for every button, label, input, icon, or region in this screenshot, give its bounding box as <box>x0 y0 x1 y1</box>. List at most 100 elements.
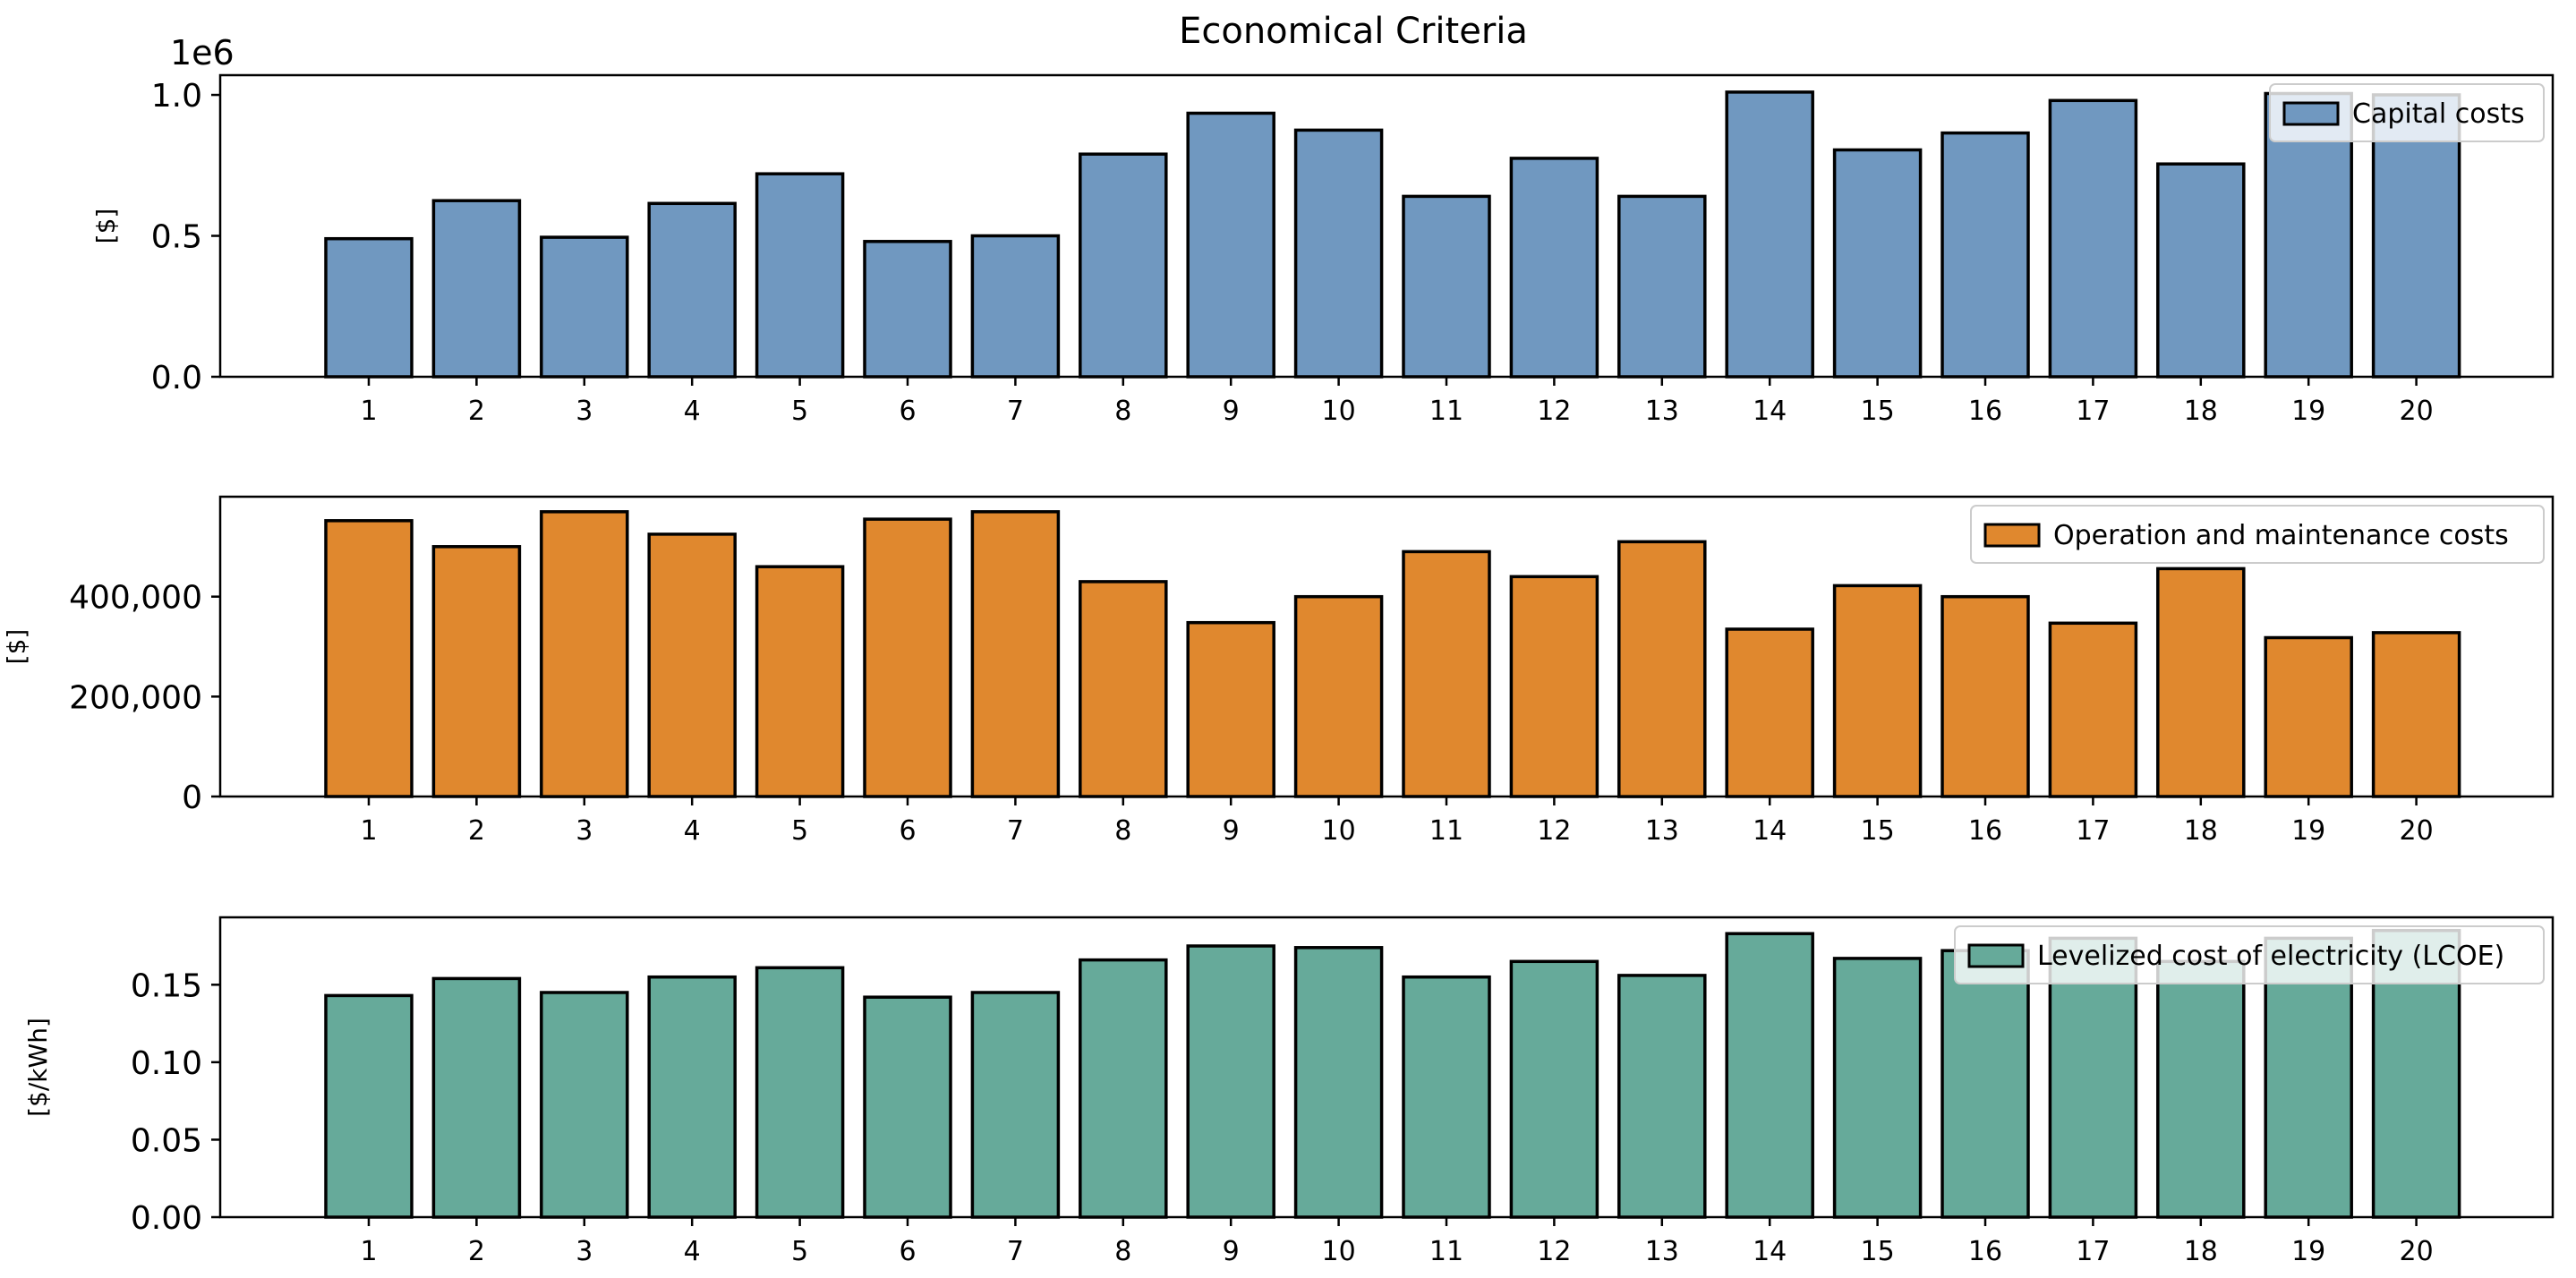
x-tick-label: 12 <box>1537 396 1571 427</box>
x-tick-label: 4 <box>684 1236 701 1267</box>
axes-frame <box>218 916 2555 1219</box>
y-tick-label: 0.00 <box>131 1200 202 1237</box>
subplots: 1 2 3 4 5 6 7 8 9 10 11 12 13 14 15 16 17 18 19 200.00.51.0… <box>2 33 2555 1267</box>
x-tick-label: 6 <box>899 396 916 427</box>
x-tick-label: 16 <box>1968 815 2002 847</box>
x-tick-label: 1 <box>360 815 377 847</box>
bar-5 <box>755 966 845 1219</box>
y-tick-label: 400,000 <box>69 580 202 617</box>
bar-7 <box>970 991 1061 1219</box>
x-tick-label: 2 <box>468 396 485 427</box>
x-tick-label: 4 <box>684 396 701 427</box>
bar-11 <box>1402 975 1491 1219</box>
subplot-3: 1 2 3 4 5 6 7 8 9 10 11 12 13 14 15 16 17 18 19 200.000.050… <box>23 916 2555 1267</box>
bar-15 <box>1832 957 1923 1219</box>
bar-5 <box>755 565 845 798</box>
x-tick-label: 14 <box>1753 1236 1787 1267</box>
bar-13 <box>1617 974 1707 1219</box>
bar-17 <box>2048 936 2138 1219</box>
y-offset-text: 1e6 <box>170 33 235 72</box>
x-tick-label: 3 <box>576 396 593 427</box>
legend-box <box>1954 925 2545 984</box>
x-tick-label: 9 <box>1223 1236 1240 1267</box>
y-tick-label: 0.10 <box>131 1045 202 1082</box>
x-tick-label: 6 <box>899 1236 916 1267</box>
x-tick-label: 15 <box>1861 815 1895 847</box>
bar-12 <box>1509 575 1599 798</box>
bar-6 <box>863 517 952 798</box>
x-tick-label: 5 <box>791 396 808 427</box>
bar-4 <box>647 201 737 379</box>
y-tick-label: 200,000 <box>69 679 202 716</box>
bar-8 <box>1079 152 1168 379</box>
legend-label: Levelized cost of electricity (LCOE) <box>2037 941 2504 972</box>
x-tick-label: 5 <box>791 815 808 847</box>
y-tick-label: 0.5 <box>151 219 202 256</box>
bar-8 <box>1079 580 1168 798</box>
bar-10 <box>1293 128 1384 379</box>
bar-19 <box>2264 635 2353 798</box>
x-tick-label: 9 <box>1223 815 1240 847</box>
x-tick-label: 19 <box>2291 396 2325 427</box>
subplot-1: 1 2 3 4 5 6 7 8 9 10 11 12 13 14 15 16 17 18 19 200.00.51.0… <box>91 33 2555 427</box>
x-tick-label: 2 <box>468 815 485 847</box>
x-tick-label: 10 <box>1322 396 1356 427</box>
bar-10 <box>1293 946 1384 1219</box>
bar-4 <box>647 532 737 798</box>
x-tick-label: 11 <box>1429 1236 1463 1267</box>
bar-16 <box>1941 949 2030 1219</box>
bar-5 <box>755 172 845 379</box>
bar-9 <box>1186 944 1275 1219</box>
x-tick-label: 16 <box>1968 396 2002 427</box>
bar-3 <box>540 510 629 798</box>
legend-swatch <box>1967 943 2025 968</box>
y-axis-label: [$/kWh] <box>23 1018 53 1117</box>
legend-swatch <box>2282 101 2340 126</box>
bar-11 <box>1402 194 1491 379</box>
x-tick-label: 14 <box>1753 396 1787 427</box>
x-tick-label: 18 <box>2184 815 2218 847</box>
bar-13 <box>1617 540 1707 798</box>
x-tick-label: 8 <box>1114 396 1131 427</box>
y-axis-label: [$] <box>91 209 121 244</box>
bar-8 <box>1079 958 1168 1219</box>
y-axis-label: [$] <box>2 629 31 665</box>
bar-18 <box>2156 162 2246 379</box>
bar-20 <box>2371 631 2461 798</box>
bar-2 <box>431 199 522 379</box>
x-tick-label: 8 <box>1114 1236 1131 1267</box>
x-tick-label: 20 <box>2400 396 2434 427</box>
x-tick-label: 10 <box>1322 815 1356 847</box>
x-tick-label: 13 <box>1645 1236 1679 1267</box>
x-tick-label: 5 <box>791 1236 808 1267</box>
x-tick-label: 8 <box>1114 815 1131 847</box>
y-tick-label: 0.05 <box>131 1122 202 1159</box>
x-tick-label: 12 <box>1537 1236 1571 1267</box>
bar-18 <box>2156 959 2246 1219</box>
axes-frame <box>218 495 2555 798</box>
y-tick-label: 1.0 <box>151 78 202 115</box>
x-tick-label: 11 <box>1429 396 1463 427</box>
x-tick-label: 3 <box>576 1236 593 1267</box>
bar-3 <box>540 991 629 1219</box>
x-tick-label: 17 <box>2076 1236 2110 1267</box>
x-tick-label: 12 <box>1537 815 1571 847</box>
subplot-2: 1 2 3 4 5 6 7 8 9 10 11 12 13 14 15 16 17 18 19 200200,0004… <box>2 495 2555 847</box>
x-tick-label: 20 <box>2400 1236 2434 1267</box>
y-tick-label: 0.0 <box>151 360 202 396</box>
x-tick-label: 4 <box>684 815 701 847</box>
bar-17 <box>2048 621 2138 798</box>
axes-frame <box>218 73 2555 379</box>
bar-1 <box>324 519 414 798</box>
bar-16 <box>1941 594 2030 798</box>
bar-6 <box>863 240 952 379</box>
bar-14 <box>1725 90 1814 379</box>
bar-6 <box>863 995 952 1219</box>
bar-2 <box>431 976 522 1219</box>
x-tick-label: 17 <box>2076 396 2110 427</box>
x-tick-label: 18 <box>2184 396 2218 427</box>
x-tick-label: 7 <box>1007 815 1024 847</box>
legend-swatch <box>1983 523 2041 548</box>
